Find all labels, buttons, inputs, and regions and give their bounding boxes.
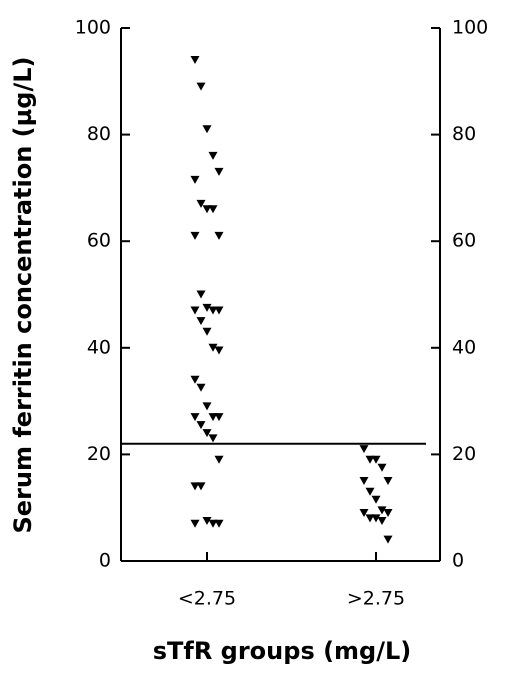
y2-tick-label: 20 [452, 443, 476, 465]
data-point [214, 519, 224, 528]
data-point [196, 82, 206, 91]
data-point [371, 455, 381, 464]
data-point [383, 535, 393, 544]
data-point [365, 487, 375, 496]
data-point [208, 343, 218, 352]
data-point [365, 455, 375, 464]
y2-tick-label: 60 [452, 230, 476, 252]
y2-tick-label: 40 [452, 336, 476, 358]
data-point [208, 413, 218, 422]
data-point [359, 477, 369, 486]
x-axis-label: sTfR groups (mg/L) [153, 637, 412, 665]
data-point [190, 519, 200, 528]
data-point [202, 429, 212, 438]
data-point [208, 205, 218, 214]
data-point [202, 517, 212, 526]
data-point [365, 514, 375, 523]
data-point [383, 477, 393, 486]
data-point [214, 455, 224, 464]
y-tick-label: 100 [75, 17, 111, 39]
data-point [371, 495, 381, 504]
data-point [214, 167, 224, 176]
data-point [208, 151, 218, 160]
data-point [359, 445, 369, 454]
y-tick-label: 20 [87, 443, 111, 465]
data-point [190, 55, 200, 64]
data-point [190, 413, 200, 422]
y2-tick-label: 80 [452, 123, 476, 145]
data-point [202, 303, 212, 312]
y2-tick-label: 0 [452, 550, 464, 572]
data-point [202, 327, 212, 336]
data-point [196, 290, 206, 299]
data-point [377, 517, 387, 526]
data-point [214, 346, 224, 355]
data-point [190, 482, 200, 491]
data-point [208, 434, 218, 443]
data-point [196, 317, 206, 326]
data-point [202, 402, 212, 411]
data-point [359, 509, 369, 518]
data-point [190, 175, 200, 184]
y-axis-label: Serum ferritin concentration (µg/L) [9, 57, 37, 534]
data-point [190, 231, 200, 240]
data-point [190, 375, 200, 384]
data-point [208, 306, 218, 315]
y-tick-label: 60 [87, 230, 111, 252]
y-tick-label: 40 [87, 336, 111, 358]
x-tick-label: <2.75 [178, 588, 236, 610]
data-point [196, 482, 206, 491]
data-point [202, 205, 212, 214]
data-point [214, 231, 224, 240]
data-point [208, 519, 218, 528]
y-tick-label: 0 [99, 550, 111, 572]
data-point [377, 506, 387, 515]
y2-tick-label: 100 [452, 17, 488, 39]
data-point [202, 125, 212, 134]
data-point [190, 306, 200, 315]
data-point [196, 421, 206, 430]
data-point [196, 383, 206, 392]
data-point [377, 463, 387, 472]
x-tick-label: >2.75 [347, 588, 405, 610]
y-tick-label: 80 [87, 123, 111, 145]
data-point [371, 514, 381, 523]
data-point [214, 306, 224, 315]
data-point [196, 199, 206, 208]
data-point [214, 413, 224, 422]
data-point [383, 509, 393, 518]
